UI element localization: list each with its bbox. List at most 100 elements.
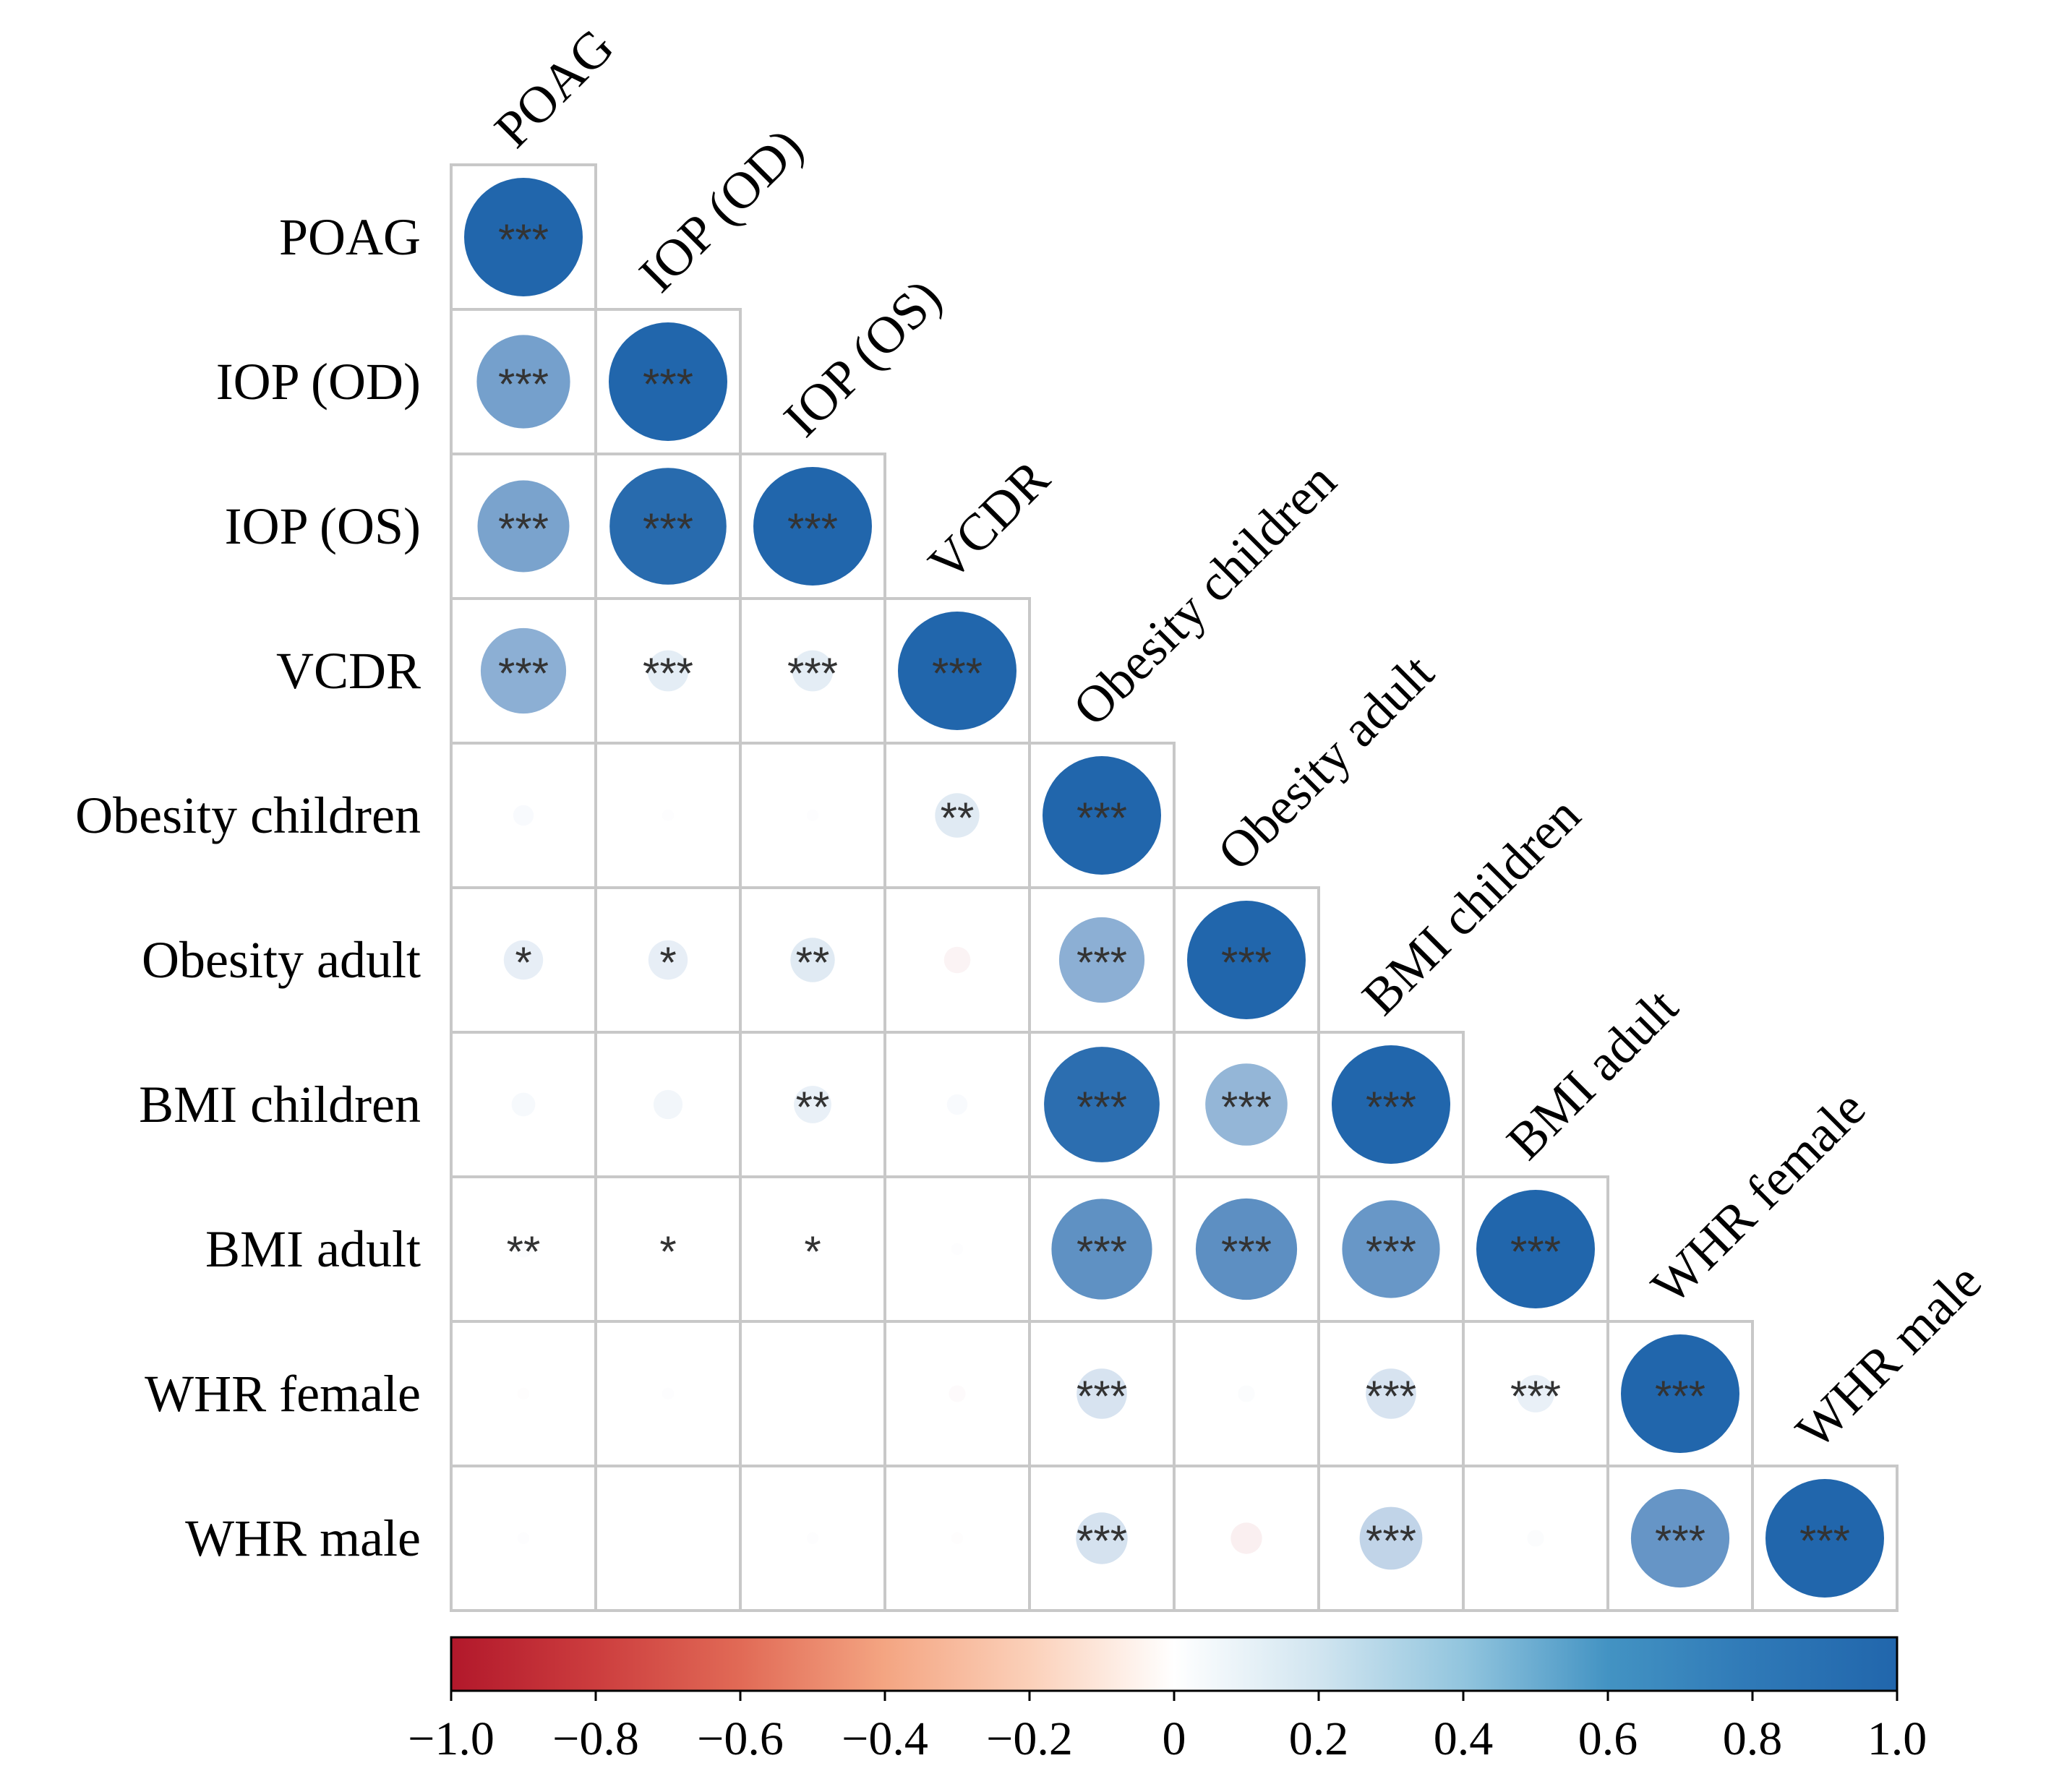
corr-circle-obesity-children-iop-os [806,809,819,822]
corr-circle-whr-male-iop-os [806,1532,819,1545]
corr-circle-bmi-children-obesity-children [1044,1047,1160,1162]
corr-circle-obesity-adult-iop-od [648,940,688,980]
significance-stars: *** [1510,1227,1561,1276]
significance-stars: *** [1076,1372,1127,1420]
corr-circle-obesity-adult-poag [503,940,544,980]
significance-stars: *** [1799,1517,1850,1565]
significance-stars: ** [796,1083,830,1131]
corr-circle-bmi-adult-bmi-children [1342,1200,1440,1298]
corr-circle-whr-female-vcdr [949,1385,966,1402]
significance-stars: *** [643,505,693,553]
column-label-obesity-children: Obesity children [1062,452,1347,737]
significance-stars: * [659,1227,676,1276]
significance-stars: ** [796,938,830,987]
corr-circle-bmi-children-iop-os [794,1086,831,1123]
significance-stars: ** [507,1227,541,1276]
significance-stars: *** [787,649,838,698]
significance-stars: *** [643,360,693,408]
colorbar-tick-label: −1.0 [408,1712,495,1765]
row-label-bmi-children: BMI children [139,1076,421,1133]
corr-circle-obesity-adult-iop-os [790,938,835,982]
column-label-bmi-adult: BMI adult [1496,977,1689,1170]
column-label-vcdr: VCDR [917,449,1061,592]
row-label-obesity-children: Obesity children [75,786,421,844]
corr-circle-bmi-adult-iop-od [662,1243,675,1256]
colorbar-tick-label: 0.2 [1289,1712,1349,1765]
corr-circle-bmi-adult-poag [515,1240,532,1258]
corr-circle-obesity-children-poag [513,805,534,826]
grid-cell [594,1465,742,1612]
corr-circle-whr-male-obesity-children [1076,1512,1128,1564]
corr-circle-iop-os-iop-os [753,467,872,586]
corr-circle-bmi-children-obesity-adult [1205,1063,1288,1146]
corr-circle-iop-od-poag [476,335,570,429]
corr-circle-bmi-children-iop-od [653,1089,683,1120]
significance-stars: *** [1655,1517,1705,1565]
colorbar-tick-label: 0.4 [1434,1712,1494,1765]
corr-circle-whr-female-obesity-children [1076,1368,1127,1419]
significance-stars: *** [1076,794,1127,842]
colorbar-tick-label: 0.8 [1723,1712,1783,1765]
significance-stars: ****** ****** *** ****** *** *** ***** **** * ** *… [498,215,1850,1565]
row-label-whr-male: WHR male [185,1509,421,1567]
significance-stars: *** [1221,1227,1272,1276]
colorbar-ticks: −1.0 −0.8 −0.6 −0.4 −0.2 0 0.2 0.4 0.6 0.8 1.0 [408,1691,1927,1765]
corr-circle-whr-male-vcdr [951,1532,964,1545]
colorbar [450,1636,1899,1692]
column-label-obesity-adult: Obesity adult [1207,643,1444,881]
corr-circle-obesity-children-vcdr [935,793,980,838]
significance-stars: *** [1366,1227,1416,1276]
colorbar-tick-label: 0 [1163,1712,1186,1765]
corr-circle-vcdr-iop-od [647,650,689,692]
correlation-circles [464,178,1884,1598]
significance-stars: *** [643,649,693,698]
corr-circle-whr-male-bmi-children [1359,1506,1423,1570]
corr-circle-bmi-adult-bmi-adult [1476,1190,1595,1308]
significance-stars: *** [1655,1372,1705,1420]
corr-circle-whr-female-obesity-adult [1238,1385,1255,1402]
corr-circle-whr-male-obesity-adult [1230,1522,1262,1554]
corr-circle-obesity-adult-vcdr [943,946,971,974]
corr-circle-whr-male-poag [517,1532,530,1545]
corr-circle-bmi-adult-iop-os [806,1243,819,1256]
row-label-vcdr: VCDR [276,642,421,700]
colorbar-tick-label: −0.8 [552,1712,639,1765]
colorbar-tick-label: −0.4 [842,1712,928,1765]
column-label-bmi-children: BMI children [1351,786,1591,1026]
corr-circle-obesity-children-iop-od [662,809,675,822]
row-label-iop-os: IOP (OS) [225,497,421,555]
significance-stars: *** [1076,1083,1127,1131]
corr-circle-obesity-adult-obesity-adult [1187,901,1306,1019]
corr-circle-vcdr-poag [480,627,567,714]
significance-stars: *** [498,505,549,553]
significance-stars: *** [1076,938,1127,987]
corr-circle-vcdr-iop-os [792,650,834,692]
corr-circle-whr-male-bmi-adult [1527,1530,1544,1547]
corr-circle-whr-female-iop-od [662,1387,675,1400]
grid-cell [739,1320,886,1467]
matrix-grid [450,163,1899,1612]
significance-stars: *** [787,505,838,553]
corr-circle-bmi-adult-vcdr [951,1243,964,1256]
corr-circle-bmi-adult-obesity-adult [1195,1198,1298,1300]
significance-stars: * [659,938,676,987]
colorbar-tick-label: 0.6 [1578,1712,1638,1765]
significance-stars: *** [498,360,549,408]
column-label-poag: POAG [484,17,625,158]
corr-circle-whr-female-whr-female [1621,1334,1739,1453]
row-labels: POAG IOP (OD) IOP (OS) VCDR Obesity children… [75,208,421,1567]
significance-stars: *** [932,649,983,698]
column-label-whr-male: WHR male [1785,1252,1993,1459]
significance-stars: *** [498,649,549,698]
column-label-iop-od: IOP (OD) [628,117,814,303]
significance-stars: *** [1510,1372,1561,1420]
row-label-whr-female: WHR female [145,1365,421,1423]
colorbar-gradient [450,1636,1899,1692]
corr-circle-iop-os-poag [477,480,570,573]
corr-circle-vcdr-vcdr [898,612,1016,730]
corr-circle-obesity-adult-obesity-children [1058,917,1145,1003]
grid-cell [1751,1465,1899,1612]
colorbar-tick-label: −0.2 [986,1712,1073,1765]
row-label-bmi-adult: BMI adult [205,1220,421,1278]
